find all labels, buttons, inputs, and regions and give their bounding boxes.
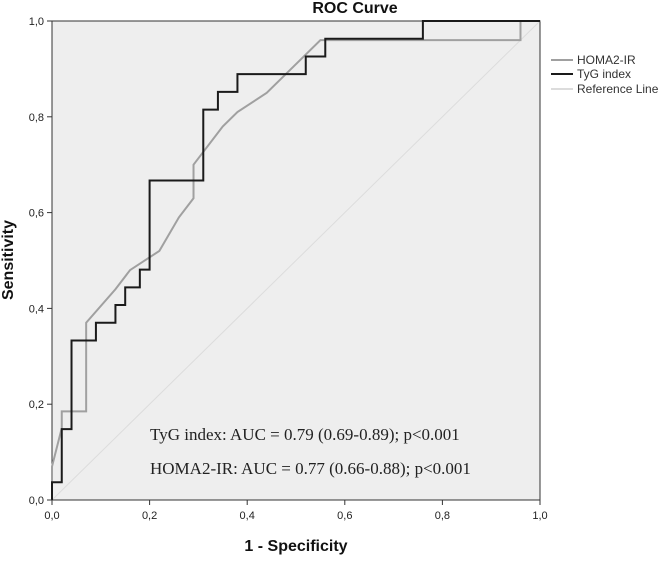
reference-layer [51,20,541,501]
chart-title: ROC Curve [312,0,397,17]
series-line-homa2-ir [51,20,540,500]
legend-label-reference-line: Reference Line [577,82,659,96]
annotation-tyg-auc: TyG index: AUC = 0.79 (0.69-0.89); p<0.0… [150,425,460,444]
y-axis-title: Sensitivity [0,220,17,300]
y-tick-label: 0,2 [29,399,44,411]
x-axis-title: 1 - Specificity [244,538,347,555]
x-tick-label: 0,2 [142,510,157,522]
legend: HOMA2-IR TyG index Reference Line [551,53,659,96]
series-line-tyg-index [51,20,540,500]
annotation-homa2-auc: HOMA2-IR: AUC = 0.77 (0.66-0.88); p<0.00… [150,459,471,478]
legend-label-tyg-index: TyG index [577,67,631,81]
y-tick-label: 0,8 [29,112,44,124]
y-tick-label: 0,4 [29,303,44,315]
x-tick-label: 1,0 [532,510,547,522]
y-tick-label: 0,6 [29,208,44,220]
series-layer [51,20,540,500]
x-tick-label: 0,8 [435,510,450,522]
y-axis: 0,0 0,2 0,4 0,6 0,8 1,0 [29,16,52,507]
y-tick-label: 0,0 [29,495,44,507]
x-axis: 0,0 0,2 0,4 0,6 0,8 1,0 [44,500,548,522]
x-tick-label: 0,4 [240,510,255,522]
x-tick-label: 0,6 [337,510,352,522]
x-tick-label: 0,0 [44,510,59,522]
series-line-reference-line [51,20,541,501]
y-tick-label: 1,0 [29,16,44,28]
legend-label-homa2-ir: HOMA2-IR [577,53,636,67]
